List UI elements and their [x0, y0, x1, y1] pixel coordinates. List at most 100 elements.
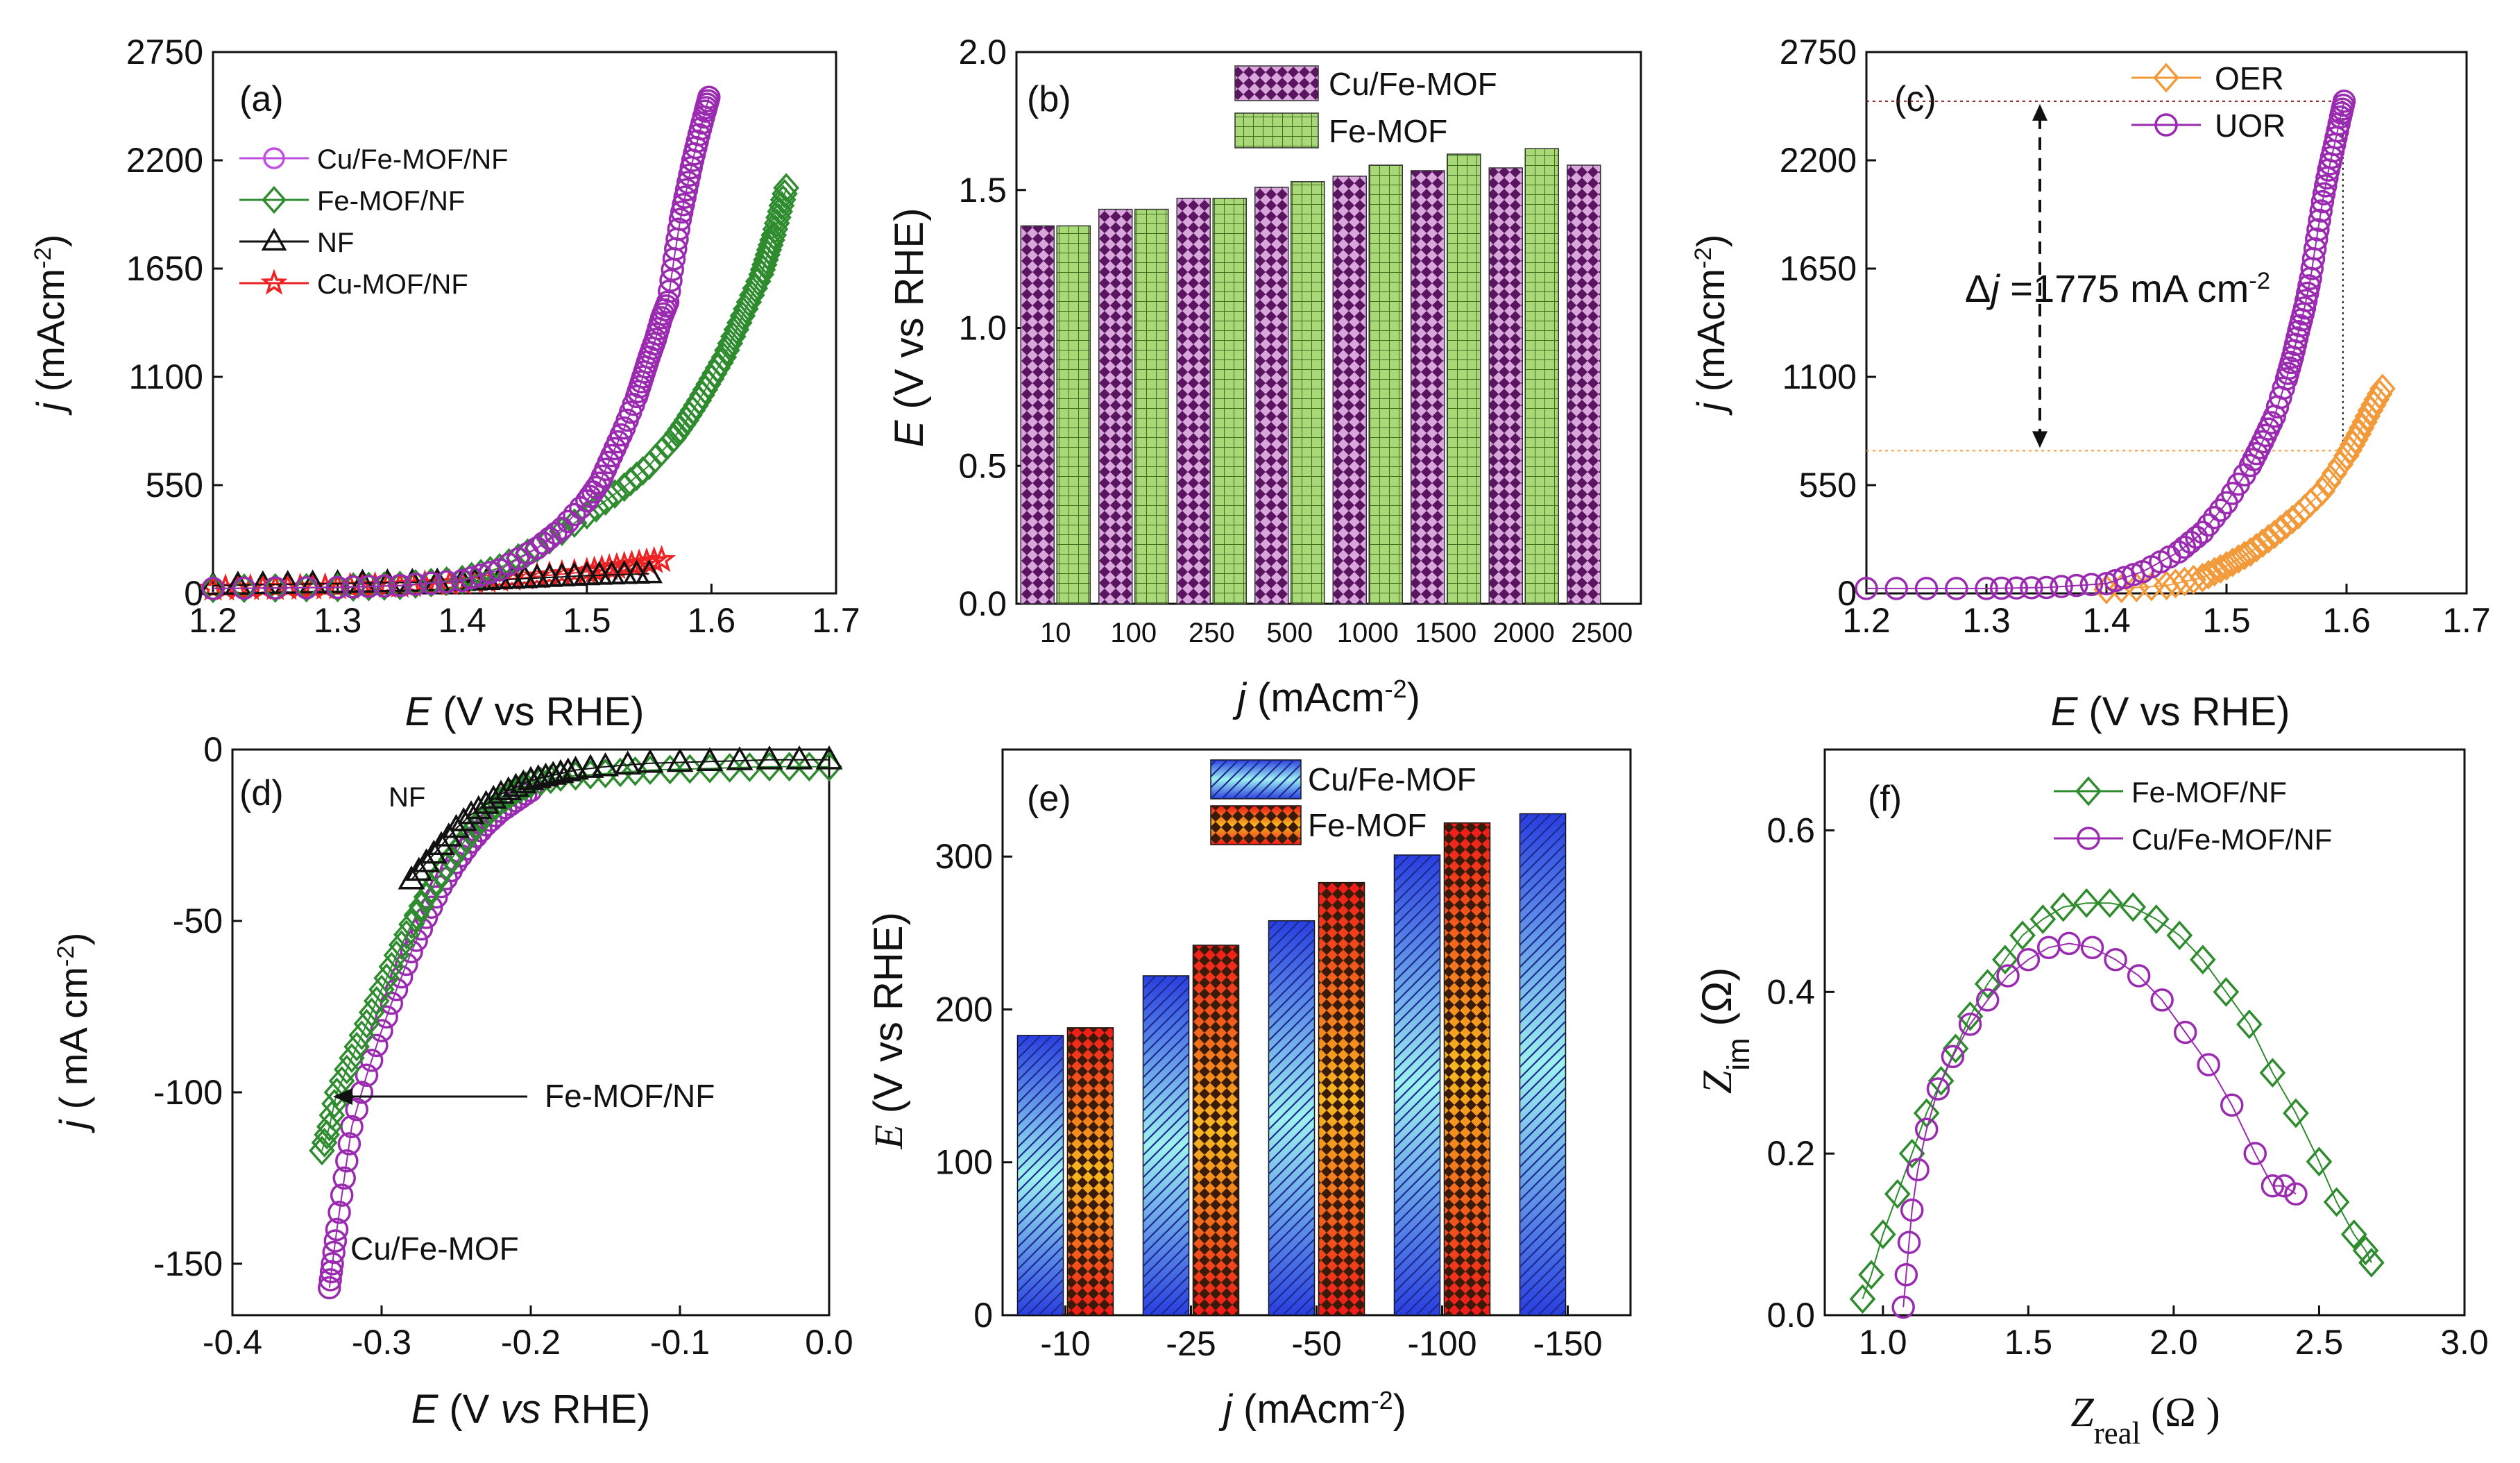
series-line [1862, 902, 2372, 1300]
data-point [583, 493, 610, 523]
y-tick-label: 2200 [126, 141, 203, 180]
data-point [2080, 936, 2104, 959]
data-point [1975, 988, 2000, 1012]
bar-hatch [1143, 976, 1189, 1315]
data-point [348, 1020, 375, 1051]
plot-frame [1823, 748, 2466, 1317]
y-tick-label: 0.4 [1766, 972, 1815, 1011]
data-point [554, 757, 582, 781]
panel-b: 0.0 0.5 1.0 1.5 2.0 10 100 250 500 1000 1500 2000 25… [887, 33, 1642, 720]
data-point [2243, 1142, 2267, 1165]
data-point [405, 856, 433, 881]
x-tick-label: 1.6 [688, 601, 736, 640]
x-tick-label: -0.3 [352, 1323, 411, 1362]
data-point [2305, 227, 2329, 251]
bar [1447, 153, 1481, 604]
legend-marker [2075, 776, 2102, 806]
data-point [364, 986, 390, 1016]
legend-label: Cu/Fe-MOF/NF [2131, 823, 2332, 856]
legend-marker [260, 269, 288, 295]
data-point [2190, 521, 2215, 544]
label-fe-mof: Fe-MOF/NF [545, 1078, 715, 1114]
arrow-head [333, 1088, 352, 1105]
data-point [2079, 573, 2104, 596]
data-point [2073, 888, 2100, 918]
x-tick-label: -0.4 [203, 1323, 262, 1362]
bar-pattern [1193, 945, 1239, 1315]
data-point [262, 573, 289, 603]
data-point [2303, 482, 2330, 512]
x-axis-title: E (V vs RHE) [2051, 689, 2290, 734]
legend-label: UOR [2215, 108, 2285, 144]
data-point [1891, 1295, 1915, 1319]
data-point [696, 747, 724, 772]
data-point [2236, 1009, 2263, 1040]
series-line [1866, 101, 2345, 589]
data-point [1884, 577, 1908, 600]
legend-label: NF [317, 228, 354, 258]
x-tick-label: 3.0 [2440, 1323, 2489, 1362]
bar-pattern [1444, 822, 1490, 1315]
legend-label: OER [2215, 60, 2284, 96]
data-point [318, 1268, 342, 1292]
x-tick-label: 1.3 [1962, 601, 2011, 640]
data-point [656, 754, 683, 785]
data-point [776, 752, 803, 782]
y-tick-label: 2200 [1780, 141, 1857, 180]
data-point [2143, 904, 2170, 934]
data-point [785, 745, 813, 770]
data-point [1974, 969, 2001, 999]
y-tick-label: 1.5 [958, 171, 1007, 210]
data-point [2057, 931, 2081, 956]
data-point [2104, 947, 2127, 972]
data-point [1858, 1260, 1884, 1290]
data-point [2219, 547, 2246, 577]
data-point [420, 839, 448, 864]
data-point [544, 521, 568, 546]
panel-f: 1.0 1.5 2.0 2.5 3.0 0.0 0.2 0.4 0.6 (f) Fe-MOF/NF C… [1694, 748, 2489, 1451]
data-point [2321, 458, 2348, 489]
data-point [2065, 573, 2088, 598]
data-point [1897, 1231, 1921, 1254]
data-point [584, 475, 608, 500]
bar [1254, 187, 1289, 604]
x-tick-label: 0.0 [805, 1323, 853, 1362]
data-point [2283, 1098, 2309, 1128]
data-point [293, 573, 320, 603]
panel-label: (a) [239, 79, 284, 119]
data-point [636, 559, 663, 584]
panel-a: 1.2 1.3 1.4 1.5 1.6 1.7 0 550 1100 1650 2200 2750 (a… [28, 33, 860, 734]
bar [1411, 170, 1445, 604]
data-point [2213, 550, 2240, 581]
data-point [2340, 1219, 2367, 1249]
data-point [388, 573, 412, 598]
legend-label: Fe-MOF [1329, 113, 1447, 149]
y-tick-label: 300 [935, 837, 993, 876]
x-tick-label: -0.2 [501, 1323, 561, 1362]
y-tick-label: 0 [184, 574, 203, 613]
data-point [2306, 218, 2330, 242]
bar [1291, 181, 1325, 604]
data-point [2195, 559, 2222, 590]
legend-label: Cu/Fe-MOF [1308, 761, 1476, 797]
data-point [325, 575, 350, 600]
data-point [2201, 557, 2228, 587]
legend-label: Fe-MOF [1308, 807, 1427, 843]
plot-frame [1865, 51, 2468, 595]
data-point [413, 848, 440, 872]
data-point [666, 747, 694, 772]
data-point [1945, 577, 1968, 600]
x-tick-label: 1000 [1337, 618, 1399, 648]
y-tick-label: 100 [935, 1143, 993, 1182]
data-point [398, 865, 425, 890]
data-point [773, 173, 799, 203]
data-point [1914, 577, 1939, 600]
data-point [549, 516, 575, 547]
data-point [378, 952, 405, 982]
data-point [539, 761, 567, 785]
data-point [2309, 199, 2333, 223]
data-point [1941, 1045, 1965, 1069]
data-point [1869, 1219, 1896, 1249]
x-tick-label: -150 [1533, 1324, 1602, 1363]
